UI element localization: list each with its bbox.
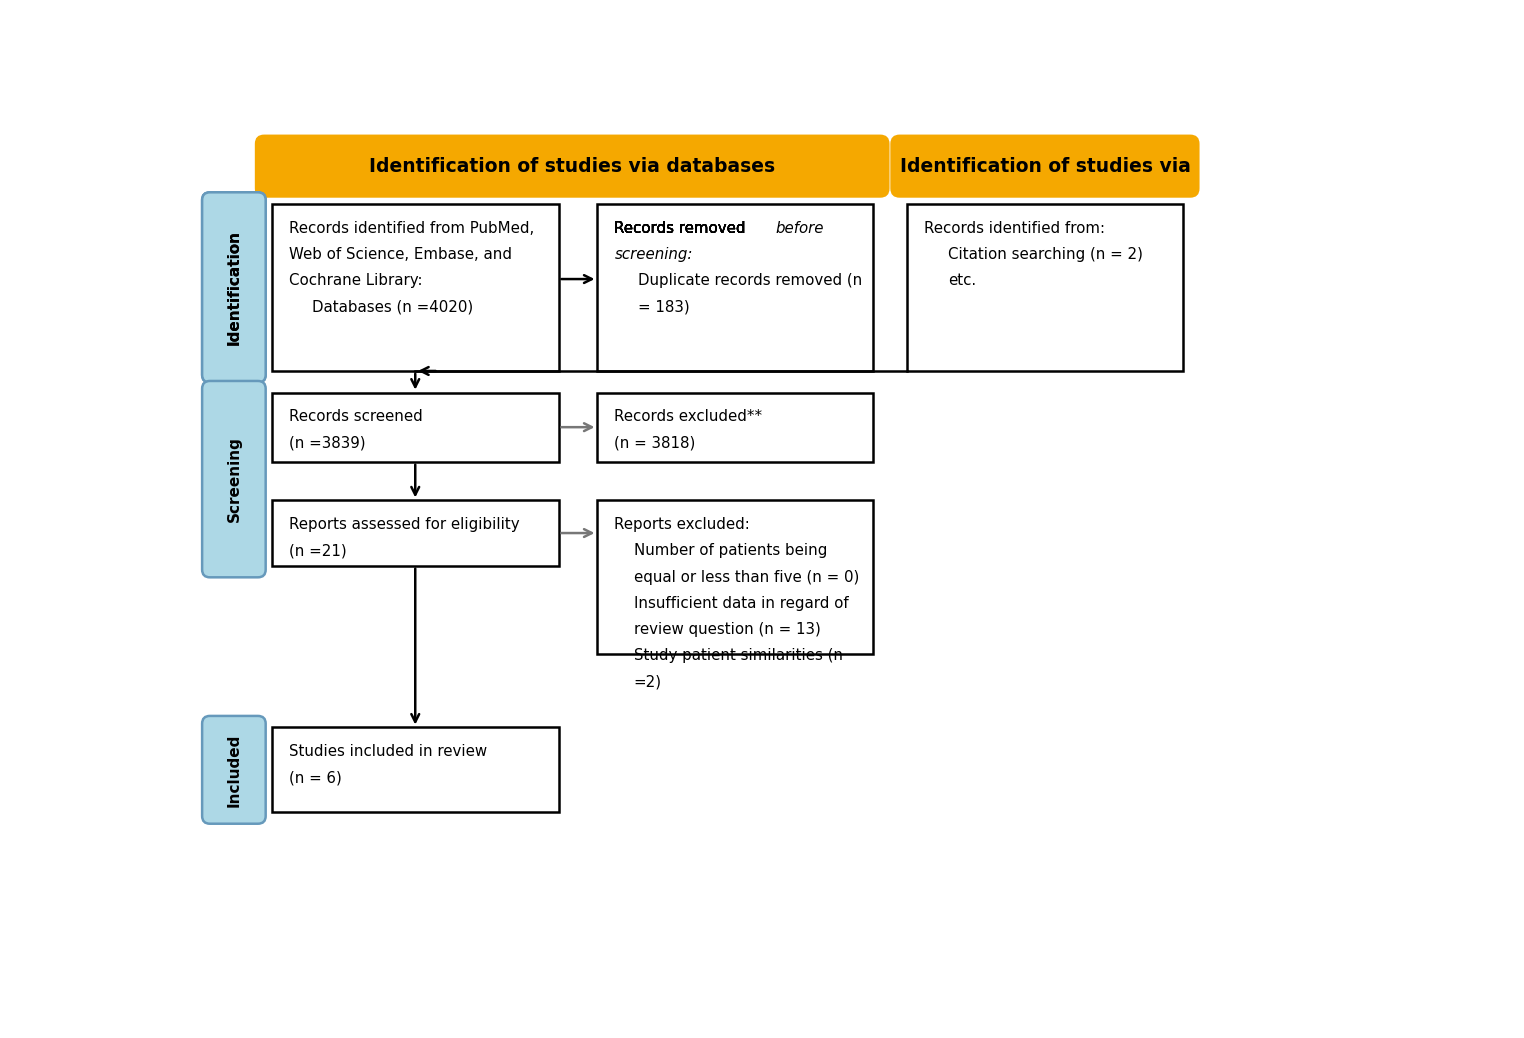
Text: (n = 3818): (n = 3818)	[614, 436, 696, 450]
Text: Identification: Identification	[227, 229, 241, 345]
Text: Reports excluded:: Reports excluded:	[614, 517, 750, 532]
Text: before: before	[776, 221, 823, 236]
Text: Citation searching (n = 2): Citation searching (n = 2)	[948, 247, 1143, 262]
FancyBboxPatch shape	[203, 192, 265, 383]
Text: Reports assessed for eligibility: Reports assessed for eligibility	[290, 517, 520, 532]
Text: Identification: Identification	[227, 229, 241, 345]
Text: (n =3839): (n =3839)	[290, 436, 366, 450]
FancyBboxPatch shape	[271, 500, 559, 566]
FancyBboxPatch shape	[203, 716, 265, 824]
Text: Records removed: Records removed	[614, 221, 751, 236]
Text: Databases (n =4020): Databases (n =4020)	[312, 299, 474, 315]
FancyBboxPatch shape	[597, 392, 873, 462]
Text: Insufficient data in regard of: Insufficient data in regard of	[634, 596, 849, 610]
Text: etc.: etc.	[948, 273, 975, 289]
Text: Records removed: Records removed	[614, 221, 751, 236]
Text: Records removed: Records removed	[614, 221, 751, 236]
FancyBboxPatch shape	[255, 135, 890, 197]
Text: screening:: screening:	[614, 247, 693, 262]
Text: Duplicate records removed (n: Duplicate records removed (n	[637, 273, 863, 289]
FancyBboxPatch shape	[271, 728, 559, 812]
Text: (n =21): (n =21)	[290, 544, 346, 558]
Text: Records screened: Records screened	[290, 409, 422, 425]
Text: Screening: Screening	[227, 436, 241, 522]
Text: Number of patients being: Number of patients being	[634, 544, 828, 558]
Text: Web of Science, Embase, and: Web of Science, Embase, and	[290, 247, 512, 262]
FancyBboxPatch shape	[271, 392, 559, 462]
Text: Records identified from:: Records identified from:	[925, 221, 1105, 236]
Text: Studies included in review: Studies included in review	[290, 744, 488, 760]
Text: Identification of studies via: Identification of studies via	[899, 157, 1190, 175]
Text: Included: Included	[227, 733, 241, 807]
Text: =2): =2)	[634, 675, 661, 689]
Text: Identification of studies via databases: Identification of studies via databases	[369, 157, 776, 175]
FancyBboxPatch shape	[597, 500, 873, 654]
Text: Records removed: Records removed	[614, 221, 751, 236]
FancyBboxPatch shape	[907, 203, 1183, 371]
Text: Study patient similarities (n: Study patient similarities (n	[634, 648, 843, 663]
FancyBboxPatch shape	[271, 203, 559, 371]
Text: Records identified from PubMed,: Records identified from PubMed,	[290, 221, 535, 236]
Text: Records excluded**: Records excluded**	[614, 409, 762, 425]
Text: (n = 6): (n = 6)	[290, 770, 341, 786]
Text: Records removed: Records removed	[614, 221, 751, 236]
FancyBboxPatch shape	[203, 192, 265, 383]
FancyBboxPatch shape	[890, 135, 1199, 197]
FancyBboxPatch shape	[203, 381, 265, 577]
FancyBboxPatch shape	[597, 203, 873, 371]
Text: Cochrane Library:: Cochrane Library:	[290, 273, 422, 289]
Text: equal or less than five (n = 0): equal or less than five (n = 0)	[634, 570, 860, 584]
Text: = 183): = 183)	[637, 299, 689, 315]
Text: review question (n = 13): review question (n = 13)	[634, 622, 821, 637]
Text: Records removed: Records removed	[614, 221, 751, 236]
